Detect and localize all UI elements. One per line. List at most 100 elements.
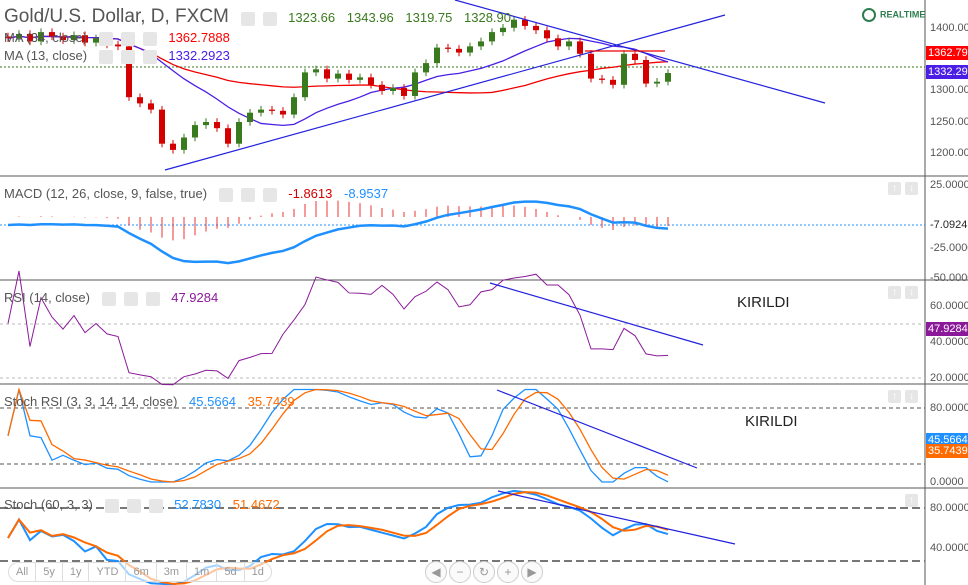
gear-icon[interactable] <box>262 11 277 26</box>
macd-signal-tag: -7.0924 <box>930 219 968 231</box>
range-3m[interactable]: 3m <box>157 563 188 581</box>
gear-icon[interactable] <box>240 187 255 202</box>
stochrsi-legend: Stoch RSI (3, 3, 14, 14, close) 45.5664 … <box>4 394 303 409</box>
eye-icon[interactable] <box>98 49 113 64</box>
rsi-value-tag: 47.9284 <box>926 322 968 336</box>
stoch-legend: Stoch (60, 3, 3) 52.7830 51.4672 <box>4 497 288 513</box>
axis-tick: 0.0000 <box>930 476 964 488</box>
candle-body <box>632 53 638 60</box>
axis-tick: 40.0000 <box>930 336 968 348</box>
move-up-icon[interactable]: ↑ <box>888 390 901 403</box>
range-all[interactable]: All <box>9 563 37 581</box>
range-1d[interactable]: 1d <box>251 566 264 578</box>
close-icon[interactable] <box>262 187 277 202</box>
axis-tick: 1200.0000 <box>930 147 968 159</box>
close-icon[interactable] <box>142 31 157 46</box>
candle-body <box>533 25 539 31</box>
stochrsi-trendline[interactable] <box>496 389 698 469</box>
range-5y[interactable]: 5y <box>36 563 63 581</box>
ma34-price-tag: 1362.79 <box>926 46 968 60</box>
candle-body <box>445 47 451 49</box>
candle-body <box>181 137 187 150</box>
support-trendline[interactable] <box>164 14 726 171</box>
candle-body <box>280 110 286 115</box>
range-ytd[interactable]: YTD <box>89 563 127 581</box>
stochrsi-k-tag: 45.5664 <box>926 433 968 447</box>
rsi-line <box>7 270 669 386</box>
stoch-d-value: 51.4672 <box>232 497 280 512</box>
candle-body <box>610 79 616 85</box>
gear-icon[interactable] <box>126 498 141 513</box>
scroll-right-button[interactable]: ▶ <box>521 561 543 583</box>
candle-body <box>357 77 363 80</box>
move-up-icon[interactable]: ↑ <box>905 494 918 507</box>
move-down-icon[interactable]: ↓ <box>905 286 918 299</box>
axis-tick: -50.0000 <box>930 272 968 284</box>
eye-icon[interactable] <box>104 498 119 513</box>
scroll-left-button[interactable]: ◀ <box>425 561 447 583</box>
candle-body <box>38 32 44 42</box>
close-icon[interactable] <box>148 498 163 513</box>
ohlc-low: 1319.75 <box>405 10 453 25</box>
candle-body <box>368 77 374 85</box>
stoch-trendline[interactable] <box>497 490 736 545</box>
macd-label: MACD (12, 26, close, 9, false, true) <box>4 186 208 201</box>
ma13-price-tag: 1332.29 <box>926 65 968 79</box>
stochrsi-annotation: KIRILDI <box>745 413 798 430</box>
stochrsi-d-line <box>7 387 669 483</box>
candle-body <box>291 97 297 115</box>
stochrsi-d-value: 35.7439 <box>247 394 295 409</box>
eye-icon[interactable] <box>98 31 113 46</box>
zoom-out-button[interactable]: − <box>449 561 471 583</box>
eye-icon[interactable] <box>240 11 255 26</box>
macd-hist-value: -1.8613 <box>288 186 333 201</box>
clock-icon <box>862 8 876 22</box>
candle-body <box>434 47 440 64</box>
rsi-label: RSI (14, close) <box>4 290 90 305</box>
candle-body <box>115 44 121 47</box>
reset-button[interactable]: ↻ <box>473 561 495 583</box>
candle-body <box>555 38 561 47</box>
candle-body <box>302 72 308 98</box>
realtime-badge: REALTIME <box>862 8 925 22</box>
move-down-icon[interactable]: ↓ <box>905 390 918 403</box>
eye-icon[interactable] <box>218 187 233 202</box>
range-1y[interactable]: 1y <box>63 563 90 581</box>
ohlc-close: 1328.90 <box>464 10 512 25</box>
gear-icon[interactable] <box>120 49 135 64</box>
candle-body <box>346 73 352 80</box>
candle-body <box>577 41 583 54</box>
range-6m[interactable]: 6m <box>126 563 157 581</box>
realtime-label: REALTIME <box>880 9 926 20</box>
move-down-icon[interactable]: ↓ <box>905 182 918 195</box>
candle-body <box>5 36 11 39</box>
rsi-annotation: KIRILDI <box>737 294 790 311</box>
candle-body <box>148 103 154 110</box>
rsi-trendline[interactable] <box>489 282 704 346</box>
range-5d[interactable]: 5d <box>217 563 245 581</box>
gear-icon[interactable] <box>123 291 138 306</box>
ma34-legend: MA (34, close) 1362.7888 <box>4 30 238 46</box>
stochrsi-label: Stoch RSI (3, 3, 14, 14, close) <box>4 394 178 409</box>
move-up-icon[interactable]: ↑ <box>888 286 901 299</box>
zoom-in-button[interactable]: + <box>497 561 519 583</box>
candle-body <box>379 84 385 91</box>
stochrsi-d-tag: 35.7439 <box>926 444 968 458</box>
candle-body <box>489 32 495 42</box>
candle-body <box>313 69 319 73</box>
range-1m[interactable]: 1m <box>187 563 218 581</box>
ma13-legend: MA (13, close) 1332.2923 <box>4 48 238 64</box>
candle-body <box>126 46 132 98</box>
axis-tick: 1400.0000 <box>930 22 968 34</box>
gear-icon[interactable] <box>120 31 135 46</box>
macd-legend: MACD (12, 26, close, 9, false, true) -1.… <box>4 186 396 202</box>
eye-icon[interactable] <box>101 291 116 306</box>
candle-body <box>467 46 473 53</box>
close-icon[interactable] <box>142 49 157 64</box>
move-up-icon[interactable]: ↑ <box>888 182 901 195</box>
candle-body <box>71 35 77 41</box>
close-icon[interactable] <box>145 291 160 306</box>
rsi-legend: RSI (14, close) 47.9284 <box>4 290 226 306</box>
